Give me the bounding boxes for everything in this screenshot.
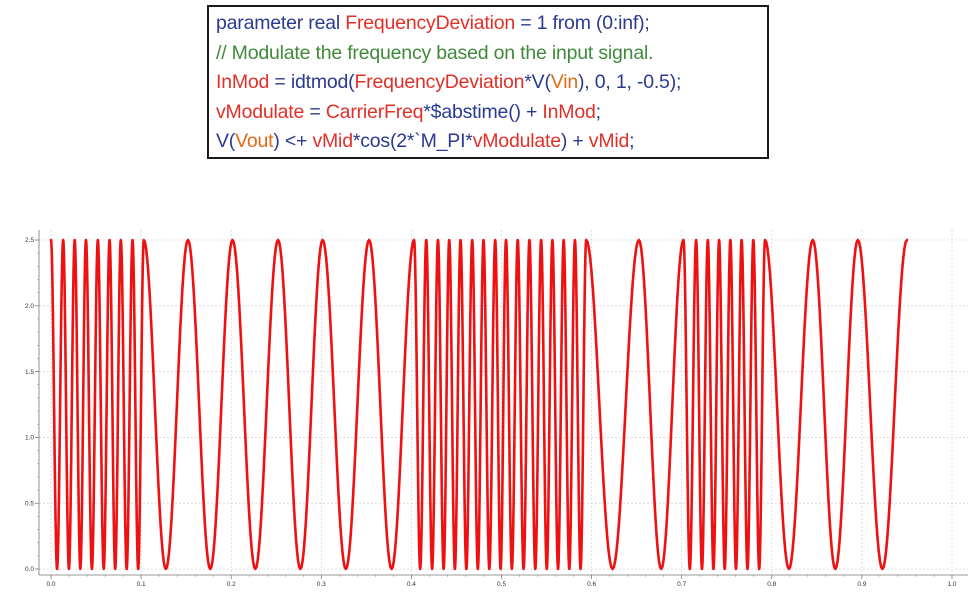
code-token: InMod bbox=[216, 71, 270, 93]
code-token: parameter real bbox=[216, 12, 346, 34]
code-line: parameter real FrequencyDeviation = 1 fr… bbox=[216, 9, 767, 39]
code-line: InMod = idtmod(FrequencyDeviation*V(Vin)… bbox=[216, 68, 767, 98]
x-tick-label: 0.8 bbox=[767, 581, 776, 588]
chart-tick-labels: 0.0 0.1 0.2 0.3 0.4 0.5 0.6 0.7 0.8 0.9 1.0 0.0 0.5 1… bbox=[25, 237, 957, 588]
x-tick-label: 0.2 bbox=[227, 581, 236, 588]
code-token: = idtmod( bbox=[269, 71, 355, 93]
x-tick-label: 0.7 bbox=[677, 581, 686, 588]
code-token: ) + bbox=[560, 130, 589, 152]
series-line bbox=[49, 238, 909, 571]
x-tick-label: 0.6 bbox=[587, 581, 596, 588]
code-token: ), 0, 1, -0.5); bbox=[578, 71, 682, 93]
code-line: vModulate = CarrierFreq*$abstime() + InM… bbox=[216, 98, 767, 128]
code-token: Vout bbox=[235, 130, 274, 152]
code-line: // Modulate the frequency based on the i… bbox=[216, 39, 767, 69]
code-token: InMod bbox=[542, 100, 596, 123]
code-token: *V( bbox=[524, 71, 551, 93]
code-line: V(Vout) <+ vMid*cos(2*`M_PI*vModulate) +… bbox=[216, 127, 767, 157]
y-tick-label: 2.5 bbox=[25, 237, 34, 244]
x-tick-label: 1.0 bbox=[947, 581, 956, 588]
code-listing: parameter real FrequencyDeviation = 1 fr… bbox=[207, 5, 769, 159]
x-tick-label: 0.3 bbox=[317, 581, 326, 588]
code-token: ; bbox=[629, 130, 635, 152]
y-tick-label: 1.0 bbox=[25, 435, 34, 442]
code-token: FrequencyDeviation bbox=[345, 12, 516, 34]
code-token: ; bbox=[595, 100, 601, 123]
x-tick-label: 0.1 bbox=[137, 581, 146, 588]
y-tick-label: 1.5 bbox=[25, 369, 34, 376]
x-tick-label: 0.0 bbox=[46, 581, 55, 588]
y-tick-label: 0.0 bbox=[25, 566, 34, 573]
code-token: *$abstime() + bbox=[423, 100, 543, 123]
code-token: CarrierFreq bbox=[325, 100, 424, 123]
code-token: Vin bbox=[550, 71, 579, 93]
chart-axes bbox=[35, 230, 968, 579]
code-token: = bbox=[304, 100, 326, 123]
code-token: = 1 from (0:inf); bbox=[515, 12, 650, 34]
x-tick-label: 0.9 bbox=[857, 581, 866, 588]
code-token: vModulate bbox=[216, 100, 305, 123]
code-token: *cos(2*`M_PI* bbox=[352, 130, 473, 152]
code-lines: parameter real FrequencyDeviation = 1 fr… bbox=[216, 9, 767, 157]
code-token: // Modulate the frequency based on the i… bbox=[216, 41, 654, 64]
x-tick-label: 0.5 bbox=[497, 581, 506, 588]
code-token: vModulate bbox=[472, 130, 561, 152]
code-token: vMid bbox=[312, 130, 353, 152]
code-token: ) <+ bbox=[273, 130, 313, 152]
x-tick-label: 0.4 bbox=[407, 581, 416, 588]
y-tick-label: 0.5 bbox=[25, 500, 34, 507]
code-token: FrequencyDeviation bbox=[354, 71, 525, 93]
code-token: V( bbox=[216, 130, 236, 152]
code-token: vMid bbox=[588, 130, 630, 152]
y-tick-label: 2.0 bbox=[25, 303, 34, 310]
chart-series bbox=[49, 238, 909, 571]
